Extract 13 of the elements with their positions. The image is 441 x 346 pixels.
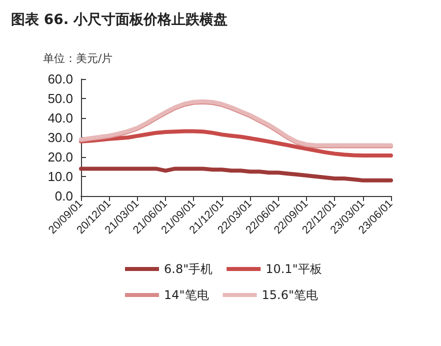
legend-label: 6.8"手机	[164, 262, 213, 276]
y-tick-label: 10.0	[48, 169, 73, 184]
y-tick-label: 60.0	[48, 72, 73, 86]
legend-label: 15.6"笔电	[262, 288, 318, 302]
legend-label: 10.1"平板	[266, 262, 322, 276]
legend-label: 14"笔电	[164, 288, 209, 302]
y-tick-label: 40.0	[48, 110, 73, 126]
y-axis-title: 单位：美元/片	[43, 52, 113, 65]
y-tick-label: 0.0	[54, 188, 73, 204]
chart-title: 图表 66. 小尺寸面板价格止跌横盘	[11, 12, 228, 28]
y-tick-label: 20.0	[48, 150, 73, 164]
y-tick-label: 50.0	[48, 91, 73, 106]
y-tick-label: 30.0	[48, 130, 73, 145]
